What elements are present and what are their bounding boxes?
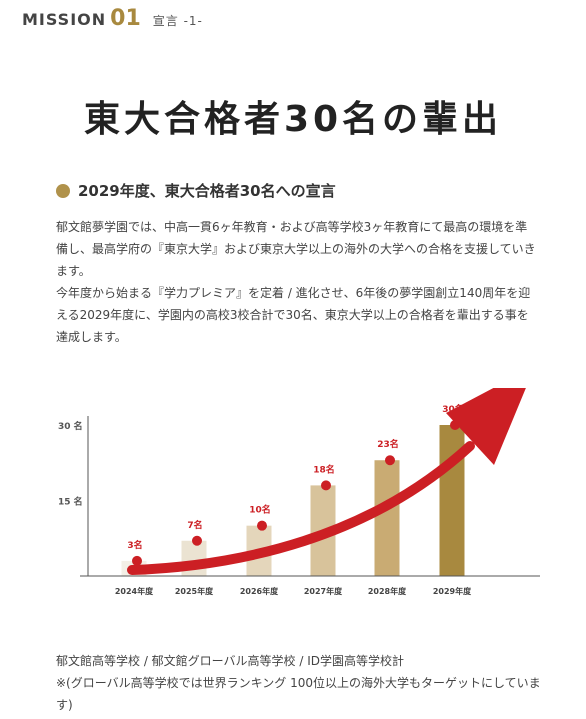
growth-arrow xyxy=(127,441,475,575)
section-heading-text: 2029年度、東大合格者30名への宣言 xyxy=(78,182,336,200)
bar-chart: 15 名 30 名 2024年度 2025年度 2026年度 2027年度 2028年度 20… xyxy=(58,388,540,596)
body-text: 郁文館夢学園では、中高一貫6ヶ年教育・および高等学校3ヶ年教育にて最高の環境を準… xyxy=(56,216,536,348)
data-label: 7名 xyxy=(187,519,202,531)
data-label: 23名 xyxy=(377,438,399,450)
x-tick-label: 2025年度 xyxy=(175,586,214,596)
data-point-marker xyxy=(257,520,267,531)
mission-subtitle: 宣言 -1- xyxy=(152,14,203,28)
data-label: 18名 xyxy=(313,463,335,475)
body-paragraph: 郁文館夢学園では、中高一貫6ヶ年教育・および高等学校3ヶ年教育にて最高の環境を準… xyxy=(56,220,536,278)
page-title: 東大合格者30名の輩出 xyxy=(83,99,503,140)
data-point-marker xyxy=(385,455,395,466)
footnote-line: ※(グローバル高等学校では世界ランキング 100位以上の海外大学もターゲットにし… xyxy=(56,676,541,712)
bullet-dot-icon xyxy=(56,183,70,198)
y-tick-label: 15 名 xyxy=(58,496,83,508)
data-label: 10名 xyxy=(249,504,271,516)
data-point-marker xyxy=(132,555,142,566)
header: MISSION 01 宣言 -1- xyxy=(22,6,203,36)
x-tick-label: 2027年度 xyxy=(304,586,343,596)
x-tick-label: 2029年度 xyxy=(433,586,472,596)
x-tick-label: 2028年度 xyxy=(368,586,407,596)
x-tick-label: 2026年度 xyxy=(240,586,279,596)
section-heading: 2029年度、東大合格者30名への宣言 xyxy=(56,180,336,201)
y-tick-label: 30 名 xyxy=(58,420,83,432)
body-paragraph: 今年度から始まる『学力プレミア』を定着 / 進化させ、6年後の夢学園創立140周… xyxy=(56,286,531,344)
x-tick-label: 2024年度 xyxy=(115,586,154,596)
data-point-marker xyxy=(321,480,331,491)
footnote: 郁文館高等学校 / 郁文館グローバル高等学校 / ID学園高等学校計 ※(グロー… xyxy=(56,650,546,716)
mission-label: MISSION xyxy=(22,10,107,29)
data-label: 3名 xyxy=(127,539,142,551)
footnote-line: 郁文館高等学校 / 郁文館グローバル高等学校 / ID学園高等学校計 xyxy=(56,654,405,668)
data-point-marker xyxy=(192,535,202,546)
bar xyxy=(374,460,400,576)
arrow-head-icon xyxy=(446,388,526,465)
mission-number: 01 xyxy=(110,6,141,31)
